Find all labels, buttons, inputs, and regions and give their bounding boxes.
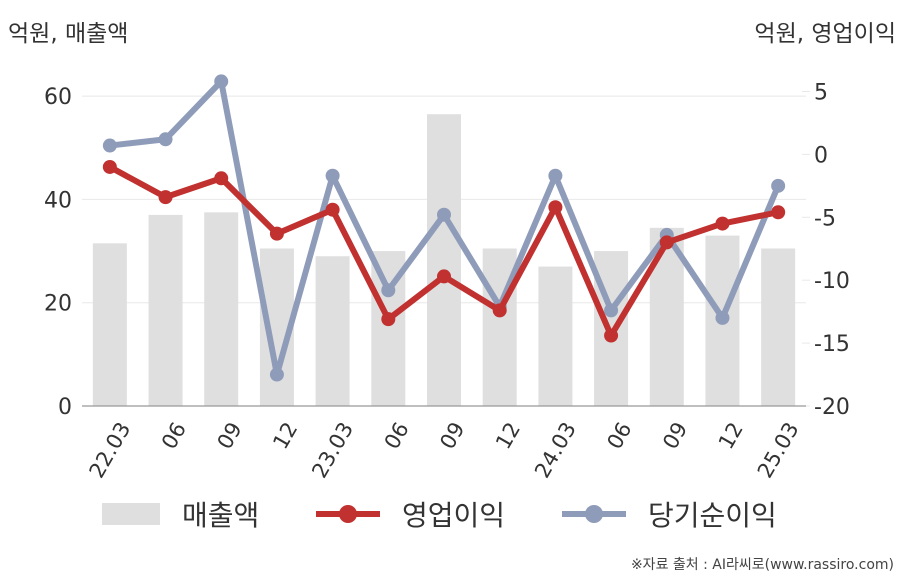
operating-profit-point	[715, 216, 730, 231]
right-tick-label: -20	[814, 395, 850, 420]
source-note: ※자료 출처 : AI라씨로(www.rassiro.com)	[630, 557, 894, 573]
x-tick-label: 22.03	[84, 418, 135, 482]
revenue-bars	[92, 114, 796, 406]
left-axis-unit: 억원, 매출액	[8, 21, 129, 47]
right-tick-label: -10	[814, 269, 850, 294]
operating-profit-point	[158, 190, 173, 205]
legend: 매출액 영업이익 당기순이익	[0, 494, 908, 534]
net-income-point	[715, 310, 730, 325]
net-income-point	[269, 367, 284, 382]
x-tick-label: 09	[213, 418, 247, 453]
left-tick-label: 20	[44, 292, 72, 317]
revenue-bar	[761, 248, 796, 406]
x-tick-label: 12	[491, 418, 525, 453]
net-income-point	[437, 207, 451, 222]
operating-profit-point	[659, 235, 674, 250]
legend-item-revenue: 매출액	[102, 494, 259, 534]
x-tick-label: 24.03	[530, 418, 581, 482]
x-tick-label: 25.03	[753, 418, 804, 482]
net-income-point	[325, 168, 340, 183]
x-tick-label: 23.03	[307, 418, 358, 482]
net-income-point	[214, 74, 229, 89]
revenue-bar	[204, 212, 239, 406]
operating-profit-point	[771, 205, 786, 220]
x-tick-label: 12	[714, 418, 748, 453]
left-tick-label: 60	[44, 85, 72, 110]
operating-profit-point	[604, 328, 619, 343]
revenue-bar	[538, 266, 573, 406]
revenue-bar	[148, 214, 183, 406]
net-income-point	[158, 132, 173, 147]
operating-profit-point	[214, 171, 229, 186]
net-income-point	[381, 283, 396, 298]
operating-profit-point	[437, 269, 451, 284]
operating-profit-swatch	[316, 503, 380, 525]
right-tick-label: -5	[814, 206, 836, 231]
net-income-swatch	[562, 503, 626, 525]
right-tick-label: -15	[814, 332, 850, 357]
legend-item-operating-profit: 영업이익	[316, 494, 505, 534]
profit-lines	[102, 74, 786, 382]
legend-label-revenue: 매출액	[182, 499, 260, 532]
net-income-point	[548, 168, 563, 183]
operating-profit-point	[325, 202, 340, 217]
x-tick-label: 09	[658, 418, 692, 453]
x-tick-label: 06	[602, 418, 636, 453]
right-axis-unit: 억원, 영업이익	[754, 21, 896, 47]
right-tick-label: 5	[814, 80, 828, 105]
x-tick-label: 12	[268, 418, 302, 453]
operating-profit-point	[492, 303, 507, 318]
x-tick-label: 06	[157, 418, 191, 453]
x-tick-label: 06	[380, 418, 414, 453]
operating-profit-point	[269, 226, 284, 241]
revenue-bar	[315, 256, 350, 406]
operating-profit-point	[381, 312, 396, 327]
revenue-bar	[92, 243, 127, 406]
operating-profit-point	[548, 200, 563, 215]
revenue-swatch	[102, 503, 160, 525]
net-income-point	[102, 138, 117, 153]
net-income-point	[771, 178, 786, 193]
operating-profit-point	[102, 159, 117, 174]
legend-label-operating-profit: 영업이익	[402, 499, 506, 532]
x-tick-label: 09	[435, 418, 469, 453]
net-income-point	[604, 303, 619, 318]
left-tick-label: 0	[58, 395, 72, 420]
legend-item-net-income: 당기순이익	[562, 494, 777, 534]
revenue-bar	[427, 114, 461, 406]
left-tick-label: 40	[44, 188, 72, 213]
right-tick-label: 0	[814, 143, 828, 168]
legend-label-net-income: 당기순이익	[648, 499, 777, 532]
